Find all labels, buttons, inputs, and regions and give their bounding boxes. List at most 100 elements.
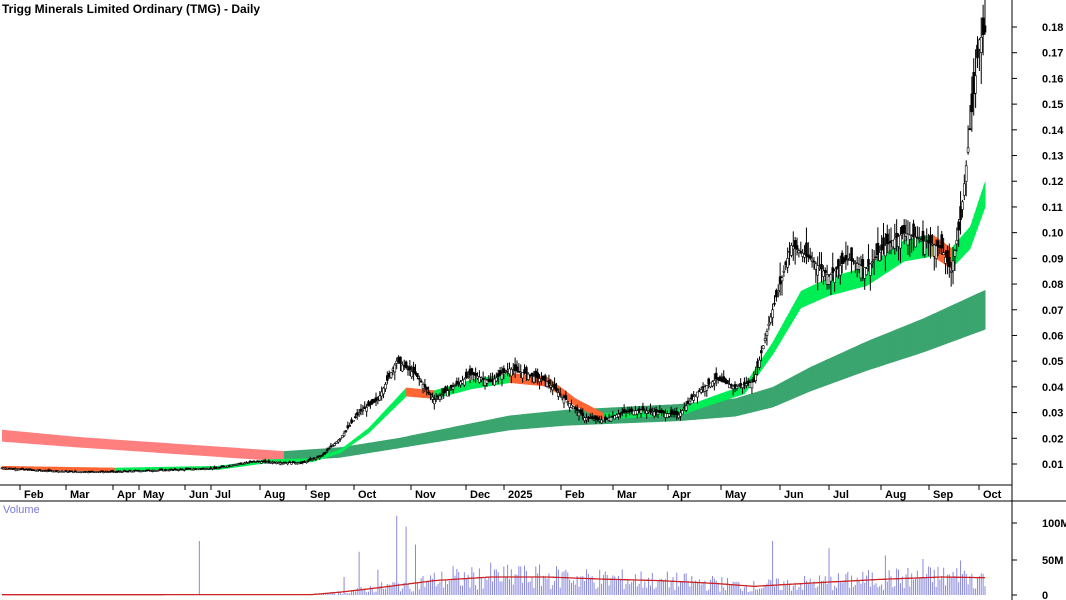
candle-body <box>765 331 769 336</box>
long-ma-segment <box>223 447 227 458</box>
short-ma-segment <box>398 393 401 404</box>
long-ma-segment <box>267 449 270 461</box>
long-ma-segment <box>188 444 191 456</box>
long-ma-segment <box>174 443 178 455</box>
candle-body <box>171 469 175 471</box>
long-ma-segment <box>481 420 484 435</box>
long-ma-segment <box>860 343 864 373</box>
long-ma-segment <box>362 443 366 454</box>
candle-body <box>617 413 620 418</box>
short-ma-segment <box>729 389 732 399</box>
long-ma-segment <box>345 446 349 457</box>
candle-body <box>342 432 346 437</box>
candle-body <box>438 395 442 400</box>
short-ma-segment <box>41 466 44 471</box>
long-ma-segment <box>956 302 960 340</box>
long-ma-segment <box>364 443 368 454</box>
long-ma-segment <box>199 445 202 456</box>
time-tick-label: Apr <box>672 489 692 501</box>
short-ma-segment <box>50 466 54 471</box>
candle-body <box>964 165 968 182</box>
candle-body <box>474 372 477 376</box>
long-ma-segment <box>569 409 573 426</box>
long-ma-segment <box>464 424 467 438</box>
candle-body <box>470 368 474 375</box>
short-ma-segment <box>823 279 826 299</box>
long-ma-segment <box>415 434 418 446</box>
short-ma-segment <box>357 435 360 442</box>
long-ma-segment <box>547 411 550 428</box>
long-ma-segment <box>250 448 253 460</box>
short-ma-segment <box>120 467 123 472</box>
candle-body <box>404 361 408 368</box>
candle-body <box>382 387 385 395</box>
time-tick-label: Mar <box>70 489 90 501</box>
candle-body <box>908 234 912 240</box>
candle-body <box>942 252 945 255</box>
long-ma-segment <box>159 442 163 454</box>
long-ma-segment <box>392 438 396 450</box>
long-ma-segment <box>251 448 255 460</box>
long-ma-segment <box>368 442 371 454</box>
candle-body <box>639 409 643 414</box>
long-ma-segment <box>716 400 719 419</box>
long-ma-segment <box>889 331 892 364</box>
long-ma-segment <box>9 430 12 443</box>
long-ma-segment <box>934 312 937 349</box>
price-tick-label: 0.03 <box>1042 408 1063 420</box>
long-ma-segment <box>293 450 296 461</box>
long-ma-segment <box>203 445 206 457</box>
long-ma-segment <box>900 326 903 360</box>
long-ma-segment <box>868 339 871 371</box>
long-ma-segment <box>73 436 76 448</box>
short-ma-segment <box>580 401 584 410</box>
long-ma-segment <box>163 442 167 454</box>
short-ma-segment <box>885 251 888 274</box>
long-ma-segment <box>759 390 762 411</box>
candle-body <box>692 396 695 401</box>
short-ma-segment <box>80 467 84 472</box>
long-ma-segment <box>178 443 182 455</box>
long-ma-segment <box>573 409 576 426</box>
long-ma-segment <box>50 434 54 446</box>
short-ma-segment <box>400 391 403 402</box>
long-ma-segment <box>231 447 234 458</box>
candle-body <box>947 257 951 267</box>
candle-body <box>852 260 855 262</box>
long-ma-segment <box>426 431 430 444</box>
short-ma-segment <box>90 467 93 472</box>
candle-body <box>504 371 508 373</box>
long-ma-segment <box>783 379 787 403</box>
short-ma-segment <box>126 467 129 472</box>
candle-body <box>602 419 605 422</box>
short-ma-segment <box>381 411 385 421</box>
long-ma-segment <box>979 291 982 332</box>
candle-body <box>575 407 579 411</box>
short-ma-segment <box>402 389 405 401</box>
candle-body <box>684 405 688 411</box>
short-ma-segment <box>88 467 91 472</box>
time-tick-label: Aug <box>885 489 906 501</box>
candle-body <box>957 221 960 231</box>
long-ma-segment <box>47 434 50 446</box>
candle-body <box>416 373 419 377</box>
short-ma-segment <box>774 335 777 352</box>
candle-body <box>812 260 816 263</box>
long-ma-segment <box>494 418 497 433</box>
candle-body <box>337 439 340 443</box>
long-ma-segment <box>109 439 112 450</box>
long-ma-segment <box>291 450 294 461</box>
long-ma-segment <box>926 315 930 352</box>
candle-body <box>641 406 645 411</box>
candle-body <box>100 470 103 473</box>
short-ma-segment <box>797 294 800 315</box>
candle-body <box>707 378 711 385</box>
short-ma-segment <box>498 374 501 385</box>
volume-tick-label: 0 <box>1042 590 1048 600</box>
short-ma-segment <box>958 237 962 261</box>
short-ma-segment <box>394 397 398 408</box>
short-ma-segment <box>851 270 854 290</box>
long-ma-segment <box>958 301 962 340</box>
long-ma-segment <box>129 440 133 452</box>
long-ma-segment <box>750 393 753 413</box>
